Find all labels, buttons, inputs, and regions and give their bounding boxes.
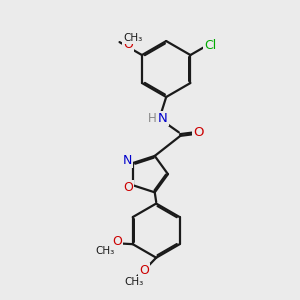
Text: H: H <box>148 112 156 125</box>
Text: N: N <box>158 112 167 125</box>
Text: CH₃: CH₃ <box>124 277 143 287</box>
Text: O: O <box>123 38 133 51</box>
Text: N: N <box>123 154 132 167</box>
Text: O: O <box>112 235 122 248</box>
Text: CH₃: CH₃ <box>123 33 142 43</box>
Text: O: O <box>123 181 133 194</box>
Text: CH₃: CH₃ <box>95 246 114 256</box>
Text: O: O <box>193 126 204 140</box>
Text: O: O <box>140 264 149 277</box>
Text: Cl: Cl <box>204 39 216 52</box>
